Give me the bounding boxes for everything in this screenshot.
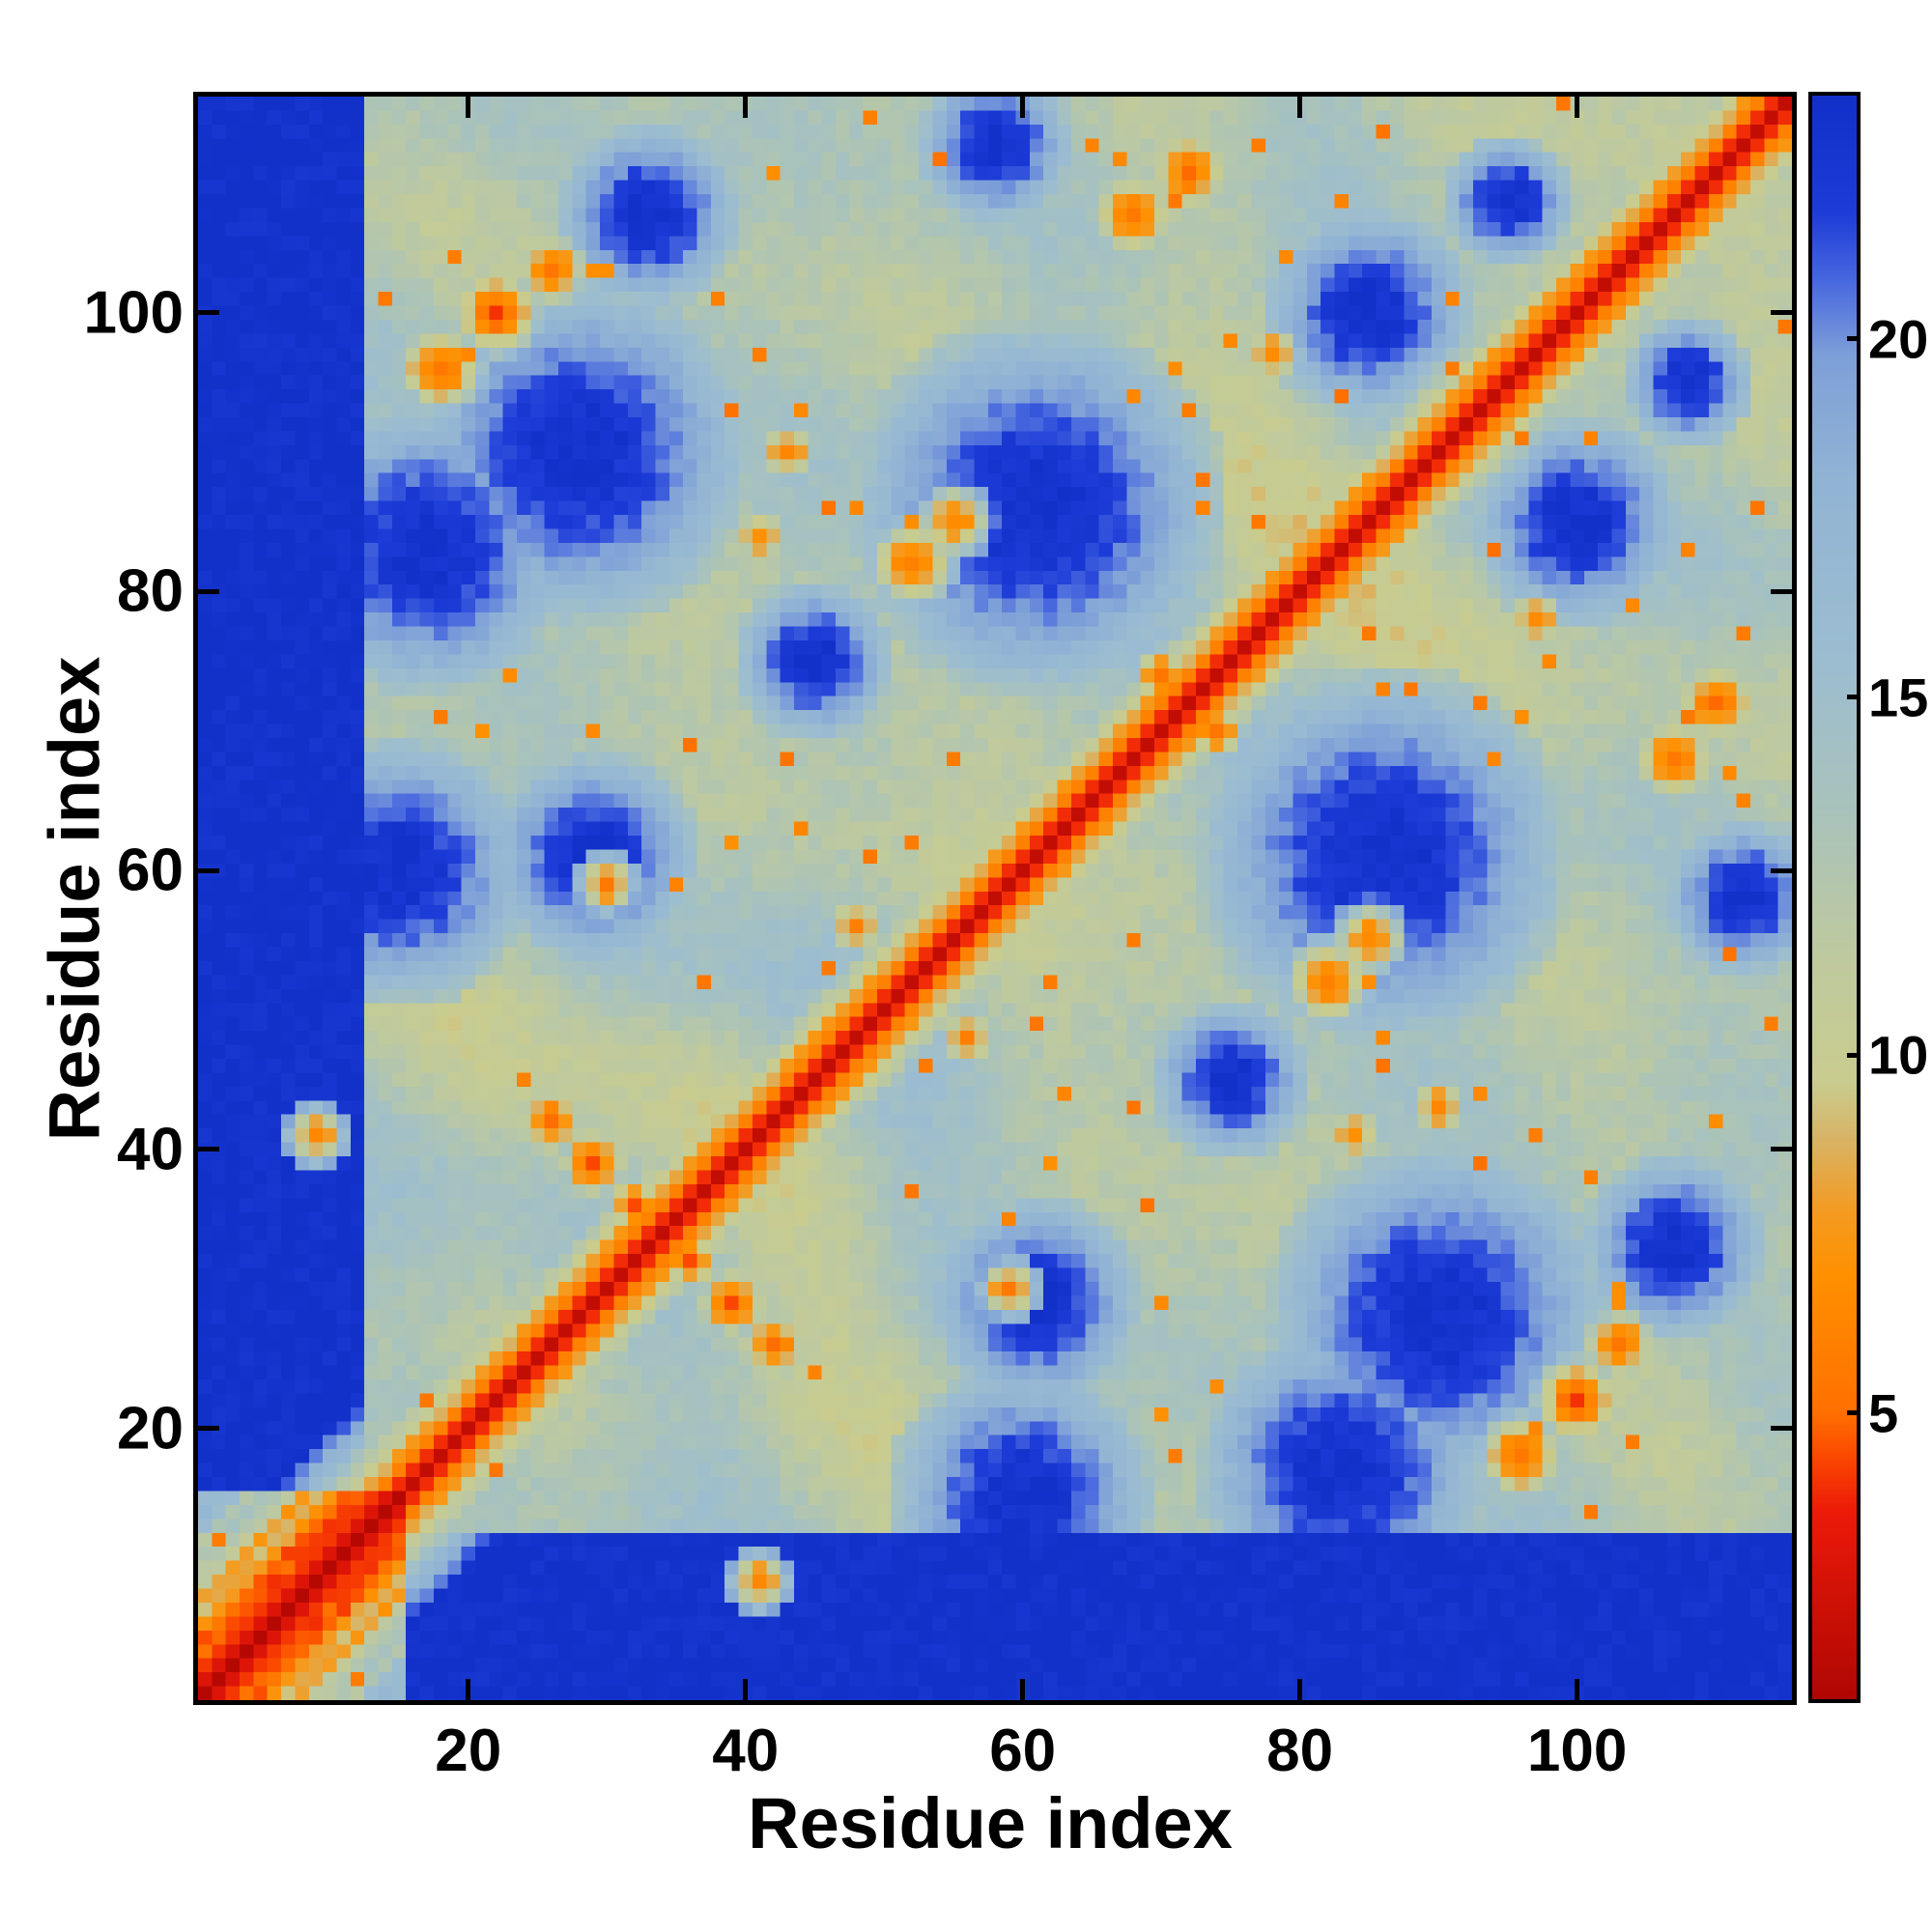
heatmap-canvas [198,97,1792,1700]
y-tick-label: 60 [117,837,184,904]
colorbar-tick-mark [1847,695,1861,699]
y-tick-mark-left [198,588,219,594]
plot-area [193,92,1797,1705]
y-tick-mark-left [198,1147,219,1152]
x-tick-label: 80 [1266,1718,1334,1784]
colorbar-tick-mark [1847,1410,1861,1416]
colorbar-tick-mark [1847,336,1861,342]
x-tick-label: 40 [712,1718,780,1784]
colorbar [1808,92,1861,1703]
x-tick-mark-bottom [466,1679,471,1700]
y-tick-mark-left [198,1426,219,1432]
y-tick-label: 80 [117,557,184,625]
x-tick-mark-top [743,97,749,118]
colorbar-tick-mark [1847,1052,1861,1058]
colorbar-tick-label: 5 [1868,1382,1899,1444]
y-tick-mark-right [1771,1426,1792,1432]
colorbar-gradient-canvas [1812,96,1857,1699]
y-tick-mark-right [1771,1147,1792,1152]
y-tick-mark-left [198,310,219,316]
y-tick-label: 100 [83,279,184,347]
y-tick-mark-right [1771,310,1792,316]
x-tick-mark-top [1297,97,1303,118]
colorbar-tick-label: 15 [1868,667,1929,727]
x-tick-mark-top [1020,97,1026,118]
x-tick-label: 100 [1526,1718,1628,1784]
y-tick-mark-right [1771,588,1792,594]
x-tick-mark-top [466,97,471,118]
x-axis-label: Residue index [748,1783,1233,1863]
x-tick-label: 60 [989,1718,1057,1784]
x-tick-label: 20 [435,1718,502,1784]
x-tick-mark-bottom [1575,1679,1580,1700]
colorbar-tick-label: 10 [1868,1024,1929,1086]
x-tick-mark-top [1575,97,1580,118]
x-tick-mark-bottom [1020,1679,1026,1700]
y-tick-mark-left [198,867,219,873]
colorbar-tick-label: 20 [1868,308,1929,370]
y-tick-label: 20 [117,1395,184,1463]
y-tick-label: 40 [117,1116,184,1183]
y-tick-mark-right [1771,867,1792,873]
x-tick-mark-bottom [1297,1679,1303,1700]
x-tick-mark-bottom [743,1679,749,1700]
